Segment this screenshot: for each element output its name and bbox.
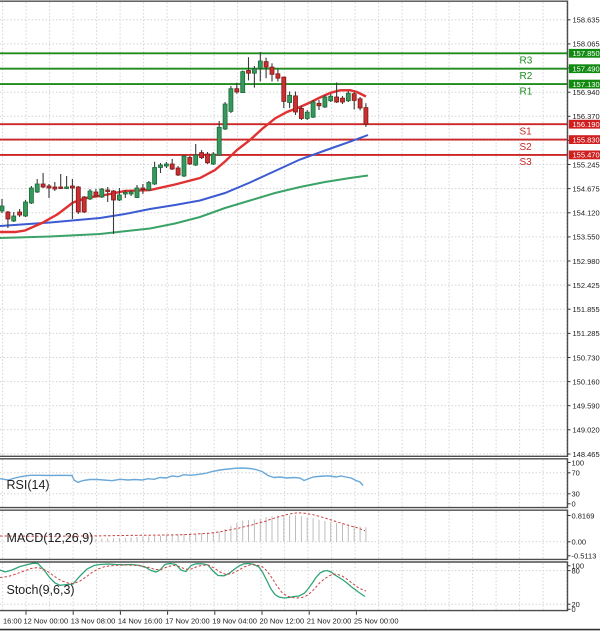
svg-text:0: 0 (572, 500, 576, 509)
svg-text:158.065: 158.065 (573, 40, 600, 49)
svg-text:154.675: 154.675 (573, 184, 600, 193)
svg-text:21 Nov 20:00: 21 Nov 20:00 (307, 617, 352, 626)
svg-text:0.00: 0.00 (572, 538, 587, 547)
svg-text:150.160: 150.160 (573, 377, 600, 386)
svg-text:S3: S3 (520, 157, 533, 168)
svg-text:151.285: 151.285 (573, 329, 600, 338)
svg-text:157.490: 157.490 (573, 65, 600, 74)
svg-text:0: 0 (572, 605, 576, 614)
svg-text:17 Nov 20:00: 17 Nov 20:00 (165, 617, 210, 626)
svg-text:25 Nov 00:00: 25 Nov 00:00 (354, 617, 399, 626)
svg-text:70: 70 (572, 469, 580, 478)
svg-text:151.855: 151.855 (573, 305, 600, 314)
svg-text:149.020: 149.020 (573, 426, 600, 435)
svg-text:155.245: 155.245 (573, 160, 600, 169)
svg-text:14 Nov 16:00: 14 Nov 16:00 (118, 617, 163, 626)
svg-text:155.830: 155.830 (573, 135, 600, 144)
svg-text:149.590: 149.590 (573, 402, 600, 411)
svg-text:19 Nov 04:00: 19 Nov 04:00 (212, 617, 257, 626)
svg-text:S1: S1 (520, 126, 533, 137)
svg-text:13 Nov 08:00: 13 Nov 08:00 (71, 617, 116, 626)
svg-text:80: 80 (572, 566, 580, 575)
svg-text:157.130: 157.130 (573, 80, 600, 89)
svg-text:12 Nov 00:00: 12 Nov 00:00 (24, 617, 69, 626)
svg-text:-0.5113: -0.5113 (572, 552, 597, 561)
svg-text:RSI(14): RSI(14) (7, 478, 50, 492)
svg-text:157.850: 157.850 (573, 49, 600, 58)
svg-text:156.370: 156.370 (573, 112, 600, 121)
svg-text:154.120: 154.120 (573, 209, 600, 218)
svg-text:152.425: 152.425 (573, 281, 600, 290)
svg-text:153.550: 153.550 (573, 233, 600, 242)
svg-text:S2: S2 (520, 142, 533, 153)
svg-text:16:00: 16:00 (3, 617, 22, 626)
svg-text:148.465: 148.465 (573, 450, 600, 459)
svg-text:150.730: 150.730 (573, 353, 600, 362)
svg-text:156.190: 156.190 (573, 120, 600, 129)
svg-text:R2: R2 (520, 71, 533, 82)
svg-text:100: 100 (572, 458, 585, 467)
svg-text:20: 20 (572, 600, 580, 609)
svg-text:0.8169: 0.8169 (572, 511, 595, 520)
svg-text:155.470: 155.470 (573, 151, 600, 160)
svg-text:100: 100 (572, 562, 585, 571)
svg-text:20 Nov 12:00: 20 Nov 12:00 (260, 617, 305, 626)
svg-text:156.940: 156.940 (573, 88, 600, 97)
svg-text:152.980: 152.980 (573, 257, 600, 266)
svg-text:30: 30 (572, 490, 580, 499)
svg-text:Stoch(9,6,3): Stoch(9,6,3) (7, 583, 75, 597)
svg-text:158.635: 158.635 (573, 16, 600, 25)
svg-text:MACD(12,26,9): MACD(12,26,9) (7, 531, 94, 545)
svg-text:R3: R3 (520, 56, 533, 67)
svg-text:R1: R1 (520, 86, 533, 97)
